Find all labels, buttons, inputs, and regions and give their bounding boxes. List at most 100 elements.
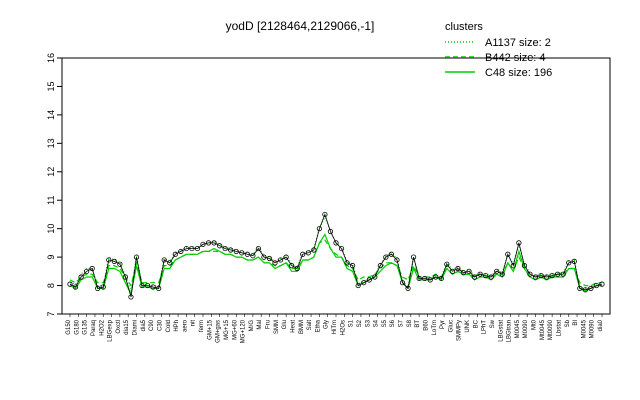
x-tick-label: ferm [199,320,205,332]
data-point [322,211,328,218]
data-point [416,275,422,282]
data-point [189,245,195,252]
x-tick-label: Fru [266,320,272,329]
data-point [122,274,129,280]
data-point [289,263,295,269]
data-point [521,263,528,269]
x-tick-label: M0090 [590,319,596,338]
data-point [355,282,361,289]
x-tick-label: Lbstat [556,320,562,337]
x-tick-label: S6 [390,319,396,327]
data-point [372,274,378,280]
data-point [494,268,500,274]
x-tick-label: LoTm [432,320,438,335]
data-point [460,270,467,276]
data-point [217,243,223,249]
data-point [178,248,184,255]
x-tick-label: M/G [249,320,255,332]
data-point [383,254,389,260]
y-tick-label: 7 [46,311,56,316]
x-tick-label: dia0 [598,319,604,331]
x-tick-label: G150 [66,319,72,334]
x-tick-label: Cold [166,320,172,332]
data-point [449,268,455,274]
x-tick-label: Gly [324,320,330,329]
x-tick-label: dia15 [124,319,130,334]
data-point [555,271,561,277]
data-point [327,228,334,235]
x-tick-label: Etha [315,319,321,332]
x-tick-label: dia5 [141,319,147,331]
x-tick-label: MG+60 [232,319,238,340]
data-point [300,251,306,257]
x-tick-label: LBGtran [507,320,513,342]
x-tick-label: G180 [74,319,80,334]
data-point [272,260,278,266]
y-tick-label: 11 [46,196,56,205]
x-tick-label: UNK [465,320,471,333]
x-tick-label: BI [573,320,579,326]
data-point [266,255,273,262]
y-tick-label: 16 [46,53,56,63]
x-tick-label: BC [473,319,479,328]
data-point [477,271,483,277]
data-point [366,277,372,283]
data-point [455,265,461,272]
data-point [311,247,317,253]
data-point [89,265,95,272]
legend-label: B442 size: 4 [485,52,546,64]
data-point [399,280,406,286]
data-point [95,285,101,291]
x-tick-label: HiTm [332,320,338,334]
plot-area [61,57,611,315]
x-tick-label: C90 [149,319,155,331]
data-point [194,245,201,252]
x-tick-label: Pyr [440,320,446,329]
legend-label: C48 size: 196 [485,67,552,79]
data-point [588,285,594,291]
x-tick-label: M0090 [523,319,529,338]
legend-title: clusters [445,21,483,33]
data-point [571,258,577,264]
data-point [505,251,511,257]
series-line [69,213,603,298]
data-point [577,285,583,291]
data-point [277,257,284,263]
data-point [338,245,345,252]
data-point [361,280,367,286]
data-point [316,226,322,232]
data-point [244,251,250,257]
x-tick-label: Glu [282,320,288,329]
x-tick-label: GM+gas [216,320,222,343]
x-tick-label: B60 [423,319,429,330]
y-tick-label: 13 [46,138,56,148]
data-point [150,284,156,290]
x-tick-label: H2O2 [99,319,105,335]
data-point [139,282,145,289]
data-point [532,274,539,280]
data-point [344,260,350,266]
data-point [422,275,428,282]
data-point [233,248,239,255]
data-point [483,272,489,279]
x-tick-label: LPhT [482,320,488,335]
y-tick-label: 9 [46,255,56,260]
data-point [438,275,444,282]
y-tick-label: 14 [46,110,56,120]
y-tick-label: 10 [46,224,56,234]
x-tick-label: HPh [174,320,180,332]
x-tick-label: S2 [357,319,363,327]
data-point [117,261,123,267]
data-point [128,294,134,300]
data-point [172,251,178,257]
data-point [466,268,472,274]
x-tick-label: BT [415,320,421,328]
data-point [433,274,439,280]
data-point [516,240,522,246]
legend: clusters A1137 size: 2 B442 size: 4 C48 si… [445,21,552,79]
data-point [388,251,395,257]
data-point [228,247,234,253]
data-point [283,254,289,260]
data-point [333,240,339,246]
